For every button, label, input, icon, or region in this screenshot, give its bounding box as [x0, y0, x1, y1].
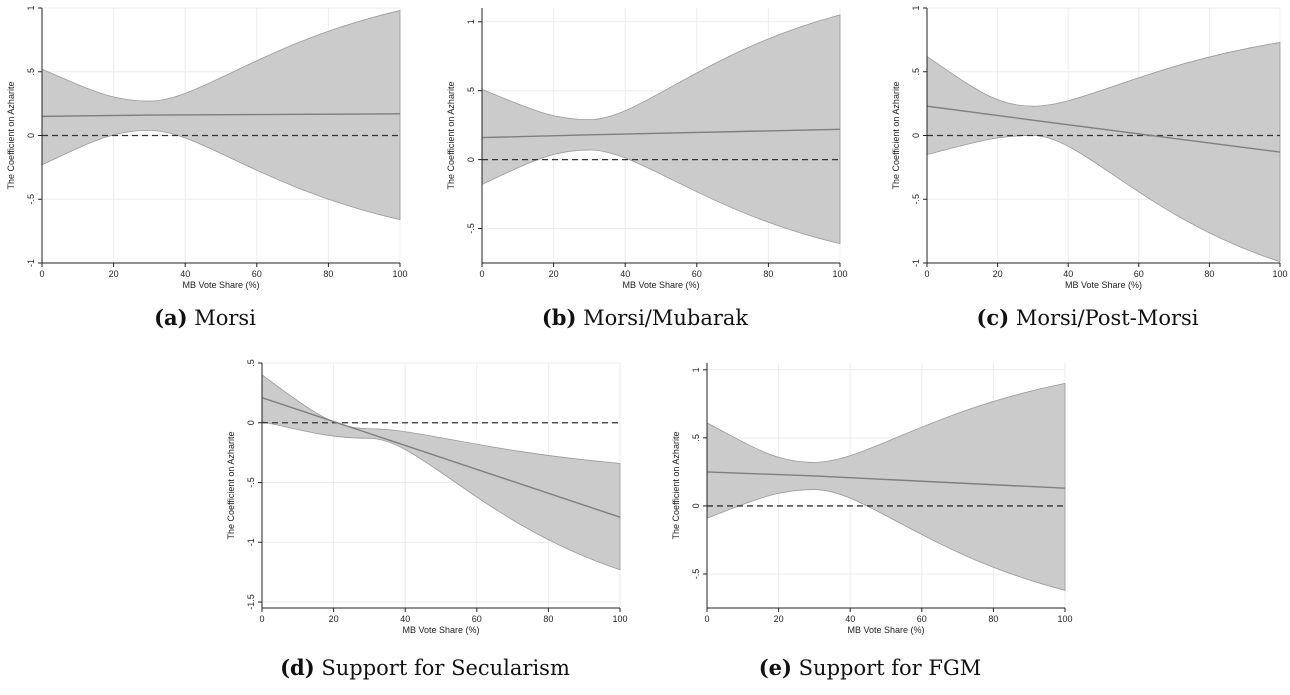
y-tick-label: -.5 — [466, 223, 476, 234]
chart-svg: 0 20 40 60 80 100 -.5 0 .5 1 MB Vote Share (%) The … — [671, 363, 1073, 635]
chart-svg: 0 20 40 60 80 100 -1.5 -1 -.5 0 .5 MB Vote Share (%… — [226, 359, 628, 635]
y-tick-label: .5 — [691, 434, 701, 442]
y-axis-title: The Coefficient on Azharite — [446, 82, 456, 190]
caption-label: (c) — [976, 305, 1010, 330]
confidence-band — [706, 382, 1066, 591]
y-tick-label: 1 — [691, 367, 701, 372]
x-tick-label: 20 — [549, 269, 559, 279]
caption-text: Support for Secularism — [321, 656, 570, 680]
x-tick-label: 100 — [392, 269, 407, 279]
x-tick-label: 0 — [924, 269, 929, 279]
y-tick-label: -1 — [911, 259, 921, 267]
x-tick-label: 40 — [400, 614, 410, 624]
x-tick-label: 80 — [323, 269, 333, 279]
y-tick-label: .5 — [26, 68, 36, 76]
caption-text: Support for FGM — [798, 656, 982, 680]
confidence-band — [926, 41, 1281, 263]
y-tick-label: 1 — [466, 19, 476, 24]
caption: (a) Morsi — [0, 305, 410, 330]
x-tick-label: 100 — [1057, 614, 1072, 624]
estimate-line — [706, 471, 1066, 489]
chart-svg: 0 20 40 60 80 100 -.5 0 .5 1 MB Vote Share (%) The … — [446, 8, 848, 290]
caption-text: Morsi — [194, 306, 256, 330]
x-tick-label: 60 — [252, 269, 262, 279]
x-tick-label: 0 — [259, 614, 264, 624]
y-tick-label: 0 — [691, 503, 701, 508]
panel-morsi-mubarak: 0 20 40 60 80 100 -.5 0 .5 1 MB Vote Share (%) The … — [440, 0, 850, 295]
y-tick-label: .5 — [911, 68, 921, 76]
confidence-band — [481, 14, 841, 245]
x-axis-title: MB Vote Share (%) — [182, 280, 259, 290]
x-tick-label: 80 — [1204, 269, 1214, 279]
y-tick-label: -.5 — [246, 477, 256, 488]
x-axis-title: MB Vote Share (%) — [402, 625, 479, 635]
caption-label: (b) — [541, 305, 577, 330]
x-tick-label: 40 — [845, 614, 855, 624]
x-tick-label: 100 — [612, 614, 627, 624]
x-tick-label: 60 — [1134, 269, 1144, 279]
y-tick-label: -.5 — [26, 194, 36, 205]
estimate-line — [481, 128, 841, 139]
x-tick-label: 60 — [472, 614, 482, 624]
panel-support-secularism: 0 20 40 60 80 100 -1.5 -1 -.5 0 .5 MB Vote Share (%… — [220, 355, 630, 640]
y-tick-label: -1 — [26, 259, 36, 267]
panel-support-fgm: 0 20 40 60 80 100 -.5 0 .5 1 MB Vote Share (%) The … — [665, 355, 1075, 640]
y-tick-label: -1 — [246, 538, 256, 546]
estimate-line — [261, 396, 621, 518]
x-axis-title: MB Vote Share (%) — [1065, 280, 1142, 290]
caption: (b) Morsi/Mubarak — [440, 305, 850, 330]
y-tick-label: 0 — [911, 133, 921, 138]
x-tick-label: 40 — [1063, 269, 1073, 279]
x-axis-title: MB Vote Share (%) — [847, 625, 924, 635]
x-tick-label: 20 — [774, 614, 784, 624]
x-axis-title: MB Vote Share (%) — [622, 280, 699, 290]
y-tick-label: -.5 — [691, 569, 701, 580]
x-tick-label: 20 — [993, 269, 1003, 279]
caption-text: Morsi/Mubarak — [583, 306, 749, 330]
caption-label: (e) — [758, 655, 792, 680]
chart-svg: 0 20 40 60 80 100 -1 -.5 0 .5 1 MB Vote Share (%) Th… — [891, 5, 1288, 290]
y-tick-label: 0 — [246, 420, 256, 425]
y-tick-label: .5 — [246, 359, 256, 367]
x-tick-label: 80 — [543, 614, 553, 624]
y-axis-title: The Coefficient on Azharite — [6, 82, 16, 190]
x-tick-label: 0 — [39, 269, 44, 279]
x-tick-label: 0 — [704, 614, 709, 624]
panel-morsi-post-morsi: 0 20 40 60 80 100 -1 -.5 0 .5 1 MB Vote Share (%) Th… — [885, 0, 1290, 295]
chart-svg: 0 20 40 60 80 100 -1 -.5 0 .5 1 MB Vote Share (%) Th… — [6, 5, 408, 290]
caption: (d) Support for Secularism — [220, 655, 630, 680]
x-tick-label: 60 — [692, 269, 702, 279]
panel-morsi: 0 20 40 60 80 100 -1 -.5 0 .5 1 MB Vote Share (%) Th… — [0, 0, 410, 295]
y-tick-label: -.5 — [911, 194, 921, 205]
estimate-line — [41, 113, 401, 118]
y-axis-title: The Coefficient on Azharite — [891, 82, 901, 190]
caption: (c) Morsi/Post-Morsi — [885, 305, 1290, 330]
y-tick-label: .5 — [466, 87, 476, 95]
x-tick-label: 0 — [479, 269, 484, 279]
x-tick-label: 80 — [988, 614, 998, 624]
caption-label: (d) — [280, 655, 315, 680]
y-tick-label: 0 — [26, 133, 36, 138]
caption: (e) Support for FGM — [665, 655, 1075, 680]
x-tick-label: 20 — [109, 269, 119, 279]
x-tick-label: 60 — [917, 614, 927, 624]
x-tick-label: 100 — [1272, 269, 1287, 279]
x-tick-label: 40 — [620, 269, 630, 279]
x-tick-label: 20 — [329, 614, 339, 624]
x-tick-label: 80 — [763, 269, 773, 279]
estimate-line — [926, 105, 1281, 153]
y-tick-label: 0 — [466, 157, 476, 162]
y-axis-title: The Coefficient on Azharite — [671, 432, 681, 540]
caption-text: Morsi/Post-Morsi — [1015, 306, 1199, 330]
caption-label: (a) — [154, 305, 188, 330]
confidence-band — [261, 374, 621, 571]
y-tick-label: 1 — [26, 5, 36, 10]
x-tick-label: 40 — [180, 269, 190, 279]
y-tick-label: -1.5 — [246, 594, 256, 610]
y-tick-label: 1 — [911, 5, 921, 10]
x-tick-label: 100 — [832, 269, 847, 279]
y-axis-title: The Coefficient on Azharite — [226, 432, 236, 540]
